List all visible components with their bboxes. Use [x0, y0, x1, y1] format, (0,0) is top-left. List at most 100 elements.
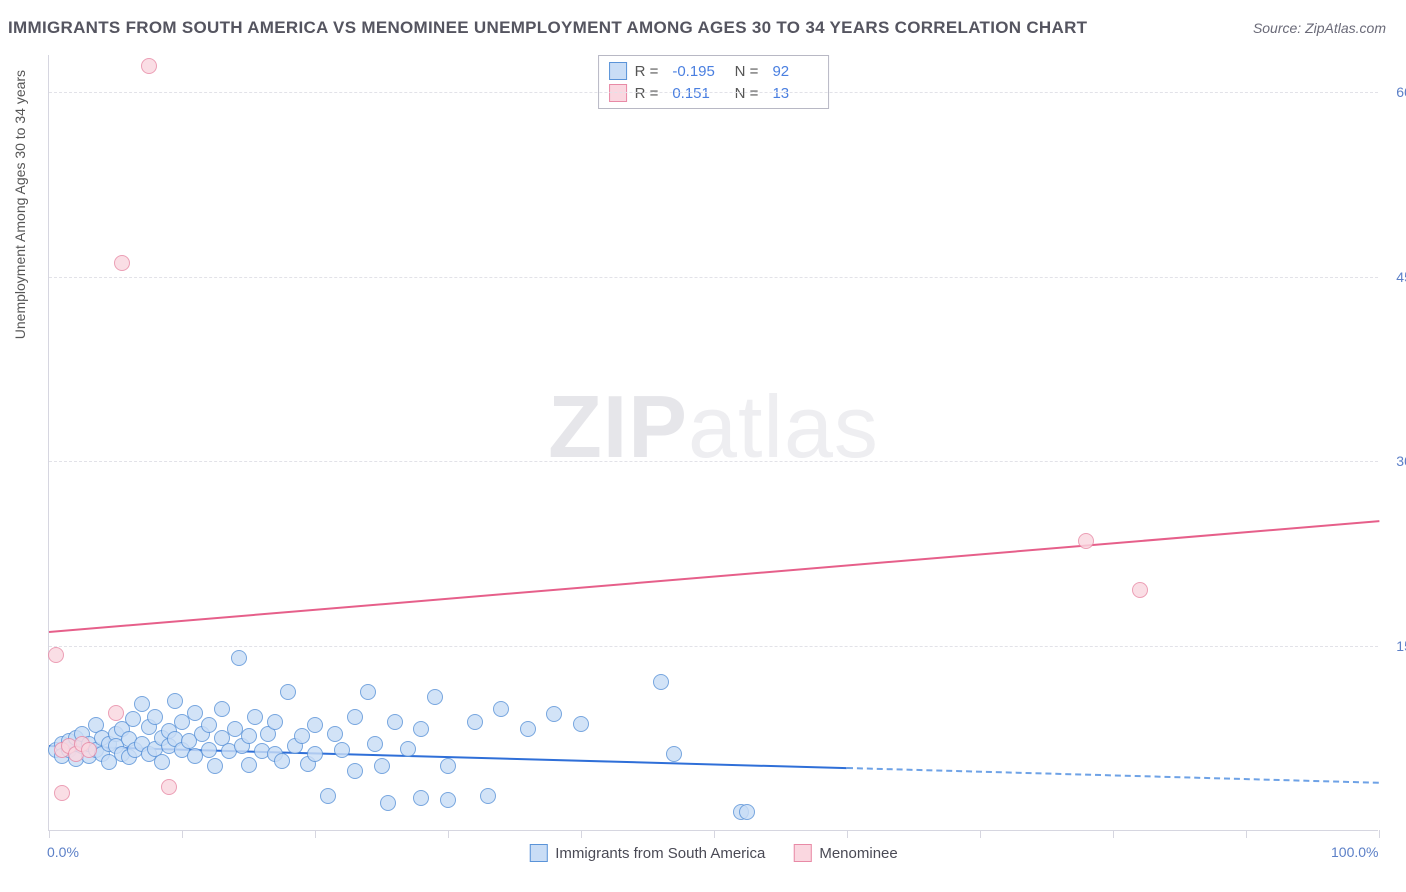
x-tick-label: 0.0% — [47, 844, 79, 860]
data-point — [134, 696, 150, 712]
legend-label: Immigrants from South America — [555, 845, 765, 862]
data-point — [546, 706, 562, 722]
x-tick — [1113, 830, 1114, 838]
data-point — [440, 758, 456, 774]
data-point — [231, 650, 247, 666]
data-point — [307, 746, 323, 762]
data-point — [161, 779, 177, 795]
data-point — [214, 701, 230, 717]
data-point — [347, 763, 363, 779]
x-tick — [847, 830, 848, 838]
legend-item: Menominee — [793, 844, 897, 862]
r-value: -0.195 — [666, 63, 718, 80]
legend-label: Menominee — [819, 845, 897, 862]
y-tick-label: 60.0% — [1396, 84, 1406, 100]
data-point — [320, 788, 336, 804]
data-point — [167, 693, 183, 709]
data-point — [147, 709, 163, 725]
correlation-legend: R = -0.195 N = 92 R = 0.151 N = 13 — [598, 55, 830, 109]
data-point — [427, 689, 443, 705]
n-label: N = — [726, 85, 758, 102]
data-point — [54, 785, 70, 801]
data-point — [400, 741, 416, 757]
data-point — [154, 754, 170, 770]
scatter-plot: ZIPatlas R =-0.195 N =92R =0.151 N =13 I… — [48, 55, 1378, 831]
n-label: N = — [726, 63, 758, 80]
data-point — [1132, 582, 1148, 598]
data-point — [334, 742, 350, 758]
trend-line-dashed — [847, 767, 1379, 784]
data-point — [114, 255, 130, 271]
y-tick-label: 45.0% — [1396, 269, 1406, 285]
x-tick — [448, 830, 449, 838]
gridline — [49, 461, 1378, 462]
data-point — [241, 728, 257, 744]
trend-line — [49, 521, 1379, 634]
x-tick-label: 100.0% — [1331, 844, 1378, 860]
data-point — [274, 753, 290, 769]
legend-swatch — [529, 844, 547, 862]
data-point — [360, 684, 376, 700]
data-point — [280, 684, 296, 700]
data-point — [307, 717, 323, 733]
r-label: R = — [635, 85, 659, 102]
data-point — [207, 758, 223, 774]
data-point — [201, 742, 217, 758]
n-value: 13 — [766, 85, 818, 102]
data-point — [520, 721, 536, 737]
chart-title: IMMIGRANTS FROM SOUTH AMERICA VS MENOMIN… — [8, 18, 1087, 37]
legend-swatch — [609, 84, 627, 102]
x-tick — [714, 830, 715, 838]
data-point — [81, 742, 97, 758]
data-point — [666, 746, 682, 762]
source-label: Source: ZipAtlas.com — [1253, 20, 1386, 36]
series-legend: Immigrants from South America Menominee — [529, 844, 897, 862]
y-axis-title: Unemployment Among Ages 30 to 34 years — [12, 70, 28, 339]
watermark: ZIPatlas — [548, 376, 879, 478]
data-point — [125, 711, 141, 727]
data-point — [480, 788, 496, 804]
data-point — [327, 726, 343, 742]
y-tick-label: 30.0% — [1396, 453, 1406, 469]
r-label: R = — [635, 63, 659, 80]
x-tick — [182, 830, 183, 838]
data-point — [141, 58, 157, 74]
gridline — [49, 92, 1378, 93]
x-tick — [980, 830, 981, 838]
data-point — [467, 714, 483, 730]
data-point — [413, 790, 429, 806]
y-tick-label: 15.0% — [1396, 638, 1406, 654]
data-point — [387, 714, 403, 730]
data-point — [48, 647, 64, 663]
data-point — [380, 795, 396, 811]
data-point — [294, 728, 310, 744]
gridline — [49, 277, 1378, 278]
x-tick — [315, 830, 316, 838]
legend-swatch — [793, 844, 811, 862]
data-point — [247, 709, 263, 725]
gridline — [49, 646, 1378, 647]
data-point — [573, 716, 589, 732]
chart-header: IMMIGRANTS FROM SOUTH AMERICA VS MENOMIN… — [8, 18, 1398, 46]
data-point — [241, 757, 257, 773]
data-point — [1078, 533, 1094, 549]
data-point — [739, 804, 755, 820]
data-point — [187, 705, 203, 721]
n-value: 92 — [766, 63, 818, 80]
legend-item: Immigrants from South America — [529, 844, 765, 862]
legend-stat-row: R = -0.195 N = 92 — [609, 60, 819, 82]
x-tick — [1379, 830, 1380, 838]
r-value: 0.151 — [666, 85, 718, 102]
data-point — [108, 705, 124, 721]
data-point — [440, 792, 456, 808]
data-point — [201, 717, 217, 733]
legend-swatch — [609, 62, 627, 80]
data-point — [374, 758, 390, 774]
x-tick — [581, 830, 582, 838]
data-point — [347, 709, 363, 725]
x-tick — [49, 830, 50, 838]
data-point — [653, 674, 669, 690]
x-tick — [1246, 830, 1247, 838]
data-point — [267, 714, 283, 730]
data-point — [493, 701, 509, 717]
